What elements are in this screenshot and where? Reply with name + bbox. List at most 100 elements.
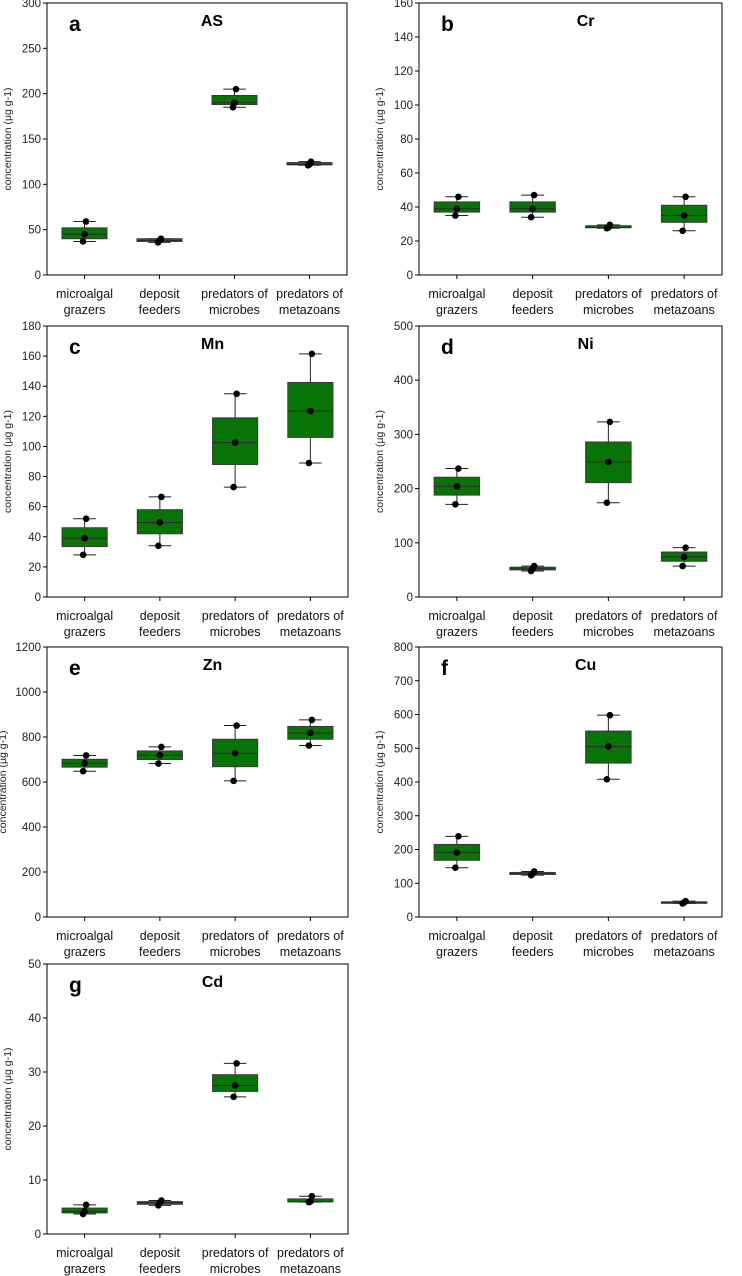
data-point (305, 742, 313, 749)
box-2: predators of microbes (202, 1060, 269, 1276)
box-2: predators of microbes (575, 711, 642, 959)
panel-e: 0 200 400 600 800 1000 1200 concentration (µg g… (0, 642, 349, 959)
box-1: deposit feeders (136, 235, 183, 317)
y-tick-label: 20 (28, 1121, 41, 1133)
plot-frame (418, 325, 723, 598)
data-point (158, 743, 165, 751)
x-category-label: grazers (64, 625, 106, 639)
x-category-label: predators of (651, 929, 718, 943)
x-category-label: deposit (139, 287, 180, 301)
data-point (230, 777, 237, 785)
x-category-label: grazers (64, 1262, 106, 1276)
x-category-label: microalgal (56, 1246, 113, 1260)
box-2: predators of microbes (202, 390, 269, 639)
panel-c: 0 20 40 60 80 100 120 140 160 180 concentration (µ… (2, 321, 349, 639)
data-point (452, 864, 459, 872)
y-axis-label: concentration (µg g-1) (374, 88, 386, 191)
panel-letter: d (441, 336, 454, 359)
panel-title: Mn (201, 336, 224, 353)
x-category-label: metazoans (654, 303, 715, 317)
box-0: microalgal grazers (56, 515, 113, 639)
x-category-label: microbes (209, 303, 260, 317)
box-3: predators of metazoans (276, 158, 343, 317)
y-axis-label: concentration (µg g-1) (0, 731, 9, 834)
x-category-label: microbes (210, 945, 261, 959)
data-point (82, 218, 90, 225)
plot-frame (418, 2, 723, 276)
y-tick-label: 400 (22, 822, 41, 834)
data-point (230, 1093, 237, 1101)
plot-frame (46, 963, 349, 1235)
x-category-label: predators of (202, 609, 269, 623)
x-category-label: metazoans (654, 625, 715, 639)
x-category-label: grazers (436, 945, 478, 959)
data-point (606, 711, 614, 719)
box-0: microalgal grazers (56, 218, 113, 317)
y-tick-label: 10 (28, 1175, 41, 1187)
x-category-label: metazoans (280, 1262, 341, 1276)
data-point (453, 483, 461, 490)
y-axis-label: concentration (µg g-1) (2, 88, 14, 191)
data-point (81, 760, 88, 767)
data-point (231, 99, 238, 107)
y-tick-label: 0 (407, 912, 413, 924)
data-point (682, 544, 689, 551)
x-category-label: predators of (201, 287, 268, 301)
data-point (232, 85, 240, 93)
data-point (231, 1082, 239, 1089)
data-point (233, 722, 240, 729)
x-category-label: microalgal (428, 929, 485, 943)
data-point (603, 776, 611, 783)
panel-letter: c (69, 336, 81, 359)
y-tick-label: 300 (394, 429, 413, 441)
data-point (307, 1198, 314, 1205)
y-tick-label: 60 (28, 502, 41, 514)
data-point (529, 205, 536, 212)
y-axis-label: concentration (µg g-1) (2, 1048, 14, 1151)
data-point (452, 501, 459, 508)
y-tick-label: 140 (394, 32, 413, 44)
x-category-label: predators of (651, 609, 718, 623)
x-category-label: microalgal (428, 287, 485, 301)
y-tick-label: 120 (22, 411, 41, 423)
x-category-label: feeders (139, 303, 181, 317)
x-category-label: grazers (436, 303, 478, 317)
data-point (81, 534, 88, 542)
plot-frame (46, 325, 349, 598)
data-point (82, 515, 90, 523)
y-tick-label: 200 (22, 89, 41, 101)
x-category-label: metazoans (279, 303, 340, 317)
box-1: deposit feeders (509, 868, 556, 959)
data-point (305, 459, 313, 467)
box-3: predators of metazoans (277, 1192, 344, 1276)
x-category-label: predators of (575, 287, 642, 301)
plot-frame (418, 646, 723, 918)
data-point (455, 193, 462, 201)
data-point (155, 760, 162, 767)
x-category-label: deposit (140, 609, 181, 623)
x-category-label: metazoans (280, 945, 341, 959)
y-tick-label: 20 (28, 562, 41, 574)
y-tick-label: 150 (22, 134, 41, 146)
y-tick-label: 20 (400, 236, 413, 248)
y-tick-label: 40 (28, 1013, 41, 1025)
x-category-label: microbes (583, 945, 634, 959)
y-axis-label: concentration (µg g-1) (374, 410, 386, 513)
y-tick-label: 0 (35, 912, 41, 924)
box-2: predators of microbes (202, 722, 269, 959)
x-category-label: predators of (277, 1246, 344, 1260)
data-point (603, 499, 611, 506)
y-tick-label: 200 (22, 867, 41, 879)
y-tick-label: 50 (28, 959, 41, 971)
box-2: predators of microbes (201, 85, 268, 317)
data-point (606, 221, 614, 229)
data-point (680, 212, 688, 219)
box-0: microalgal grazers (56, 1201, 113, 1276)
y-tick-label: 50 (28, 225, 41, 237)
x-category-label: grazers (64, 945, 106, 959)
box-0: microalgal grazers (428, 193, 485, 317)
x-category-label: predators of (575, 609, 642, 623)
data-point (233, 1060, 240, 1067)
box-0: microalgal grazers (428, 465, 485, 639)
y-tick-label: 800 (22, 732, 41, 744)
